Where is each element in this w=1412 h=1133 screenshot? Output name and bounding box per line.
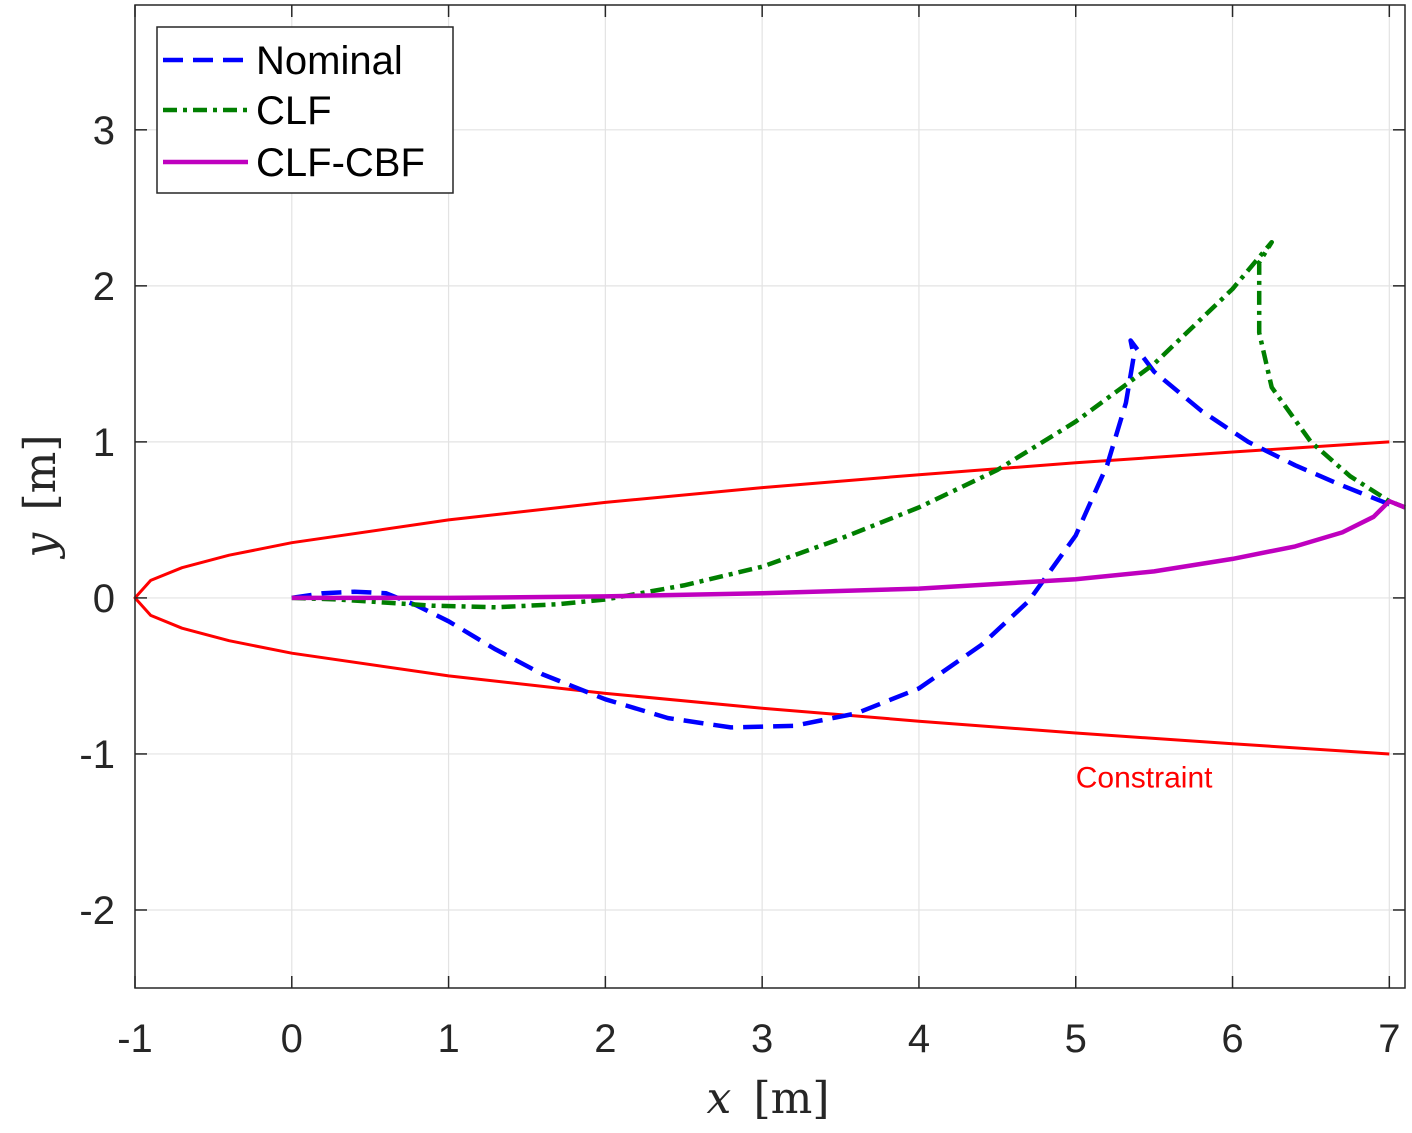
y-tick-label: 3 xyxy=(93,109,115,153)
x-tick-label: 4 xyxy=(908,1017,930,1061)
x-tick-label: 2 xyxy=(594,1017,616,1061)
annotations: Constraint xyxy=(1076,761,1213,794)
y-tick-label: 0 xyxy=(93,577,115,621)
series-line-clf xyxy=(291,239,1406,610)
x-axis-symbol: x xyxy=(706,1073,731,1124)
y-axis-unit: [m] xyxy=(15,434,66,510)
series-line-clf-cbf xyxy=(291,498,1406,601)
x-tick-label: 6 xyxy=(1221,1017,1243,1061)
legend: Nominal CLF CLF-CBF xyxy=(156,26,454,194)
series-layer xyxy=(133,239,1406,756)
series-line-nominal xyxy=(291,338,1391,730)
x-tick-label: -1 xyxy=(117,1017,153,1061)
legend-label-nominal: Nominal xyxy=(256,39,403,83)
x-tick-label: 5 xyxy=(1065,1017,1087,1061)
ticks: -1 0 1 2 3 4 5 6 7 -2 -1 0 1 2 3 xyxy=(79,5,1405,1061)
legend-label-clf-cbf: CLF-CBF xyxy=(256,141,425,185)
y-tick-label: 1 xyxy=(93,421,115,465)
constraint-annotation: Constraint xyxy=(1076,761,1213,794)
x-tick-label: 3 xyxy=(751,1017,773,1061)
y-tick-label: -1 xyxy=(79,733,115,777)
x-axis-label: x [m] xyxy=(706,1073,829,1124)
x-tick-label: 1 xyxy=(437,1017,459,1061)
y-tick-label: 2 xyxy=(93,265,115,309)
y-tick-label: -2 xyxy=(79,889,115,933)
x-axis-unit: [m] xyxy=(754,1073,830,1124)
legend-label-clf: CLF xyxy=(256,89,332,133)
x-tick-label: 0 xyxy=(281,1017,303,1061)
y-axis-label: y [m] xyxy=(15,434,66,559)
plot-frame xyxy=(134,4,1406,989)
y-axis-symbol: y xyxy=(15,532,66,560)
x-tick-label: 7 xyxy=(1378,1017,1400,1061)
